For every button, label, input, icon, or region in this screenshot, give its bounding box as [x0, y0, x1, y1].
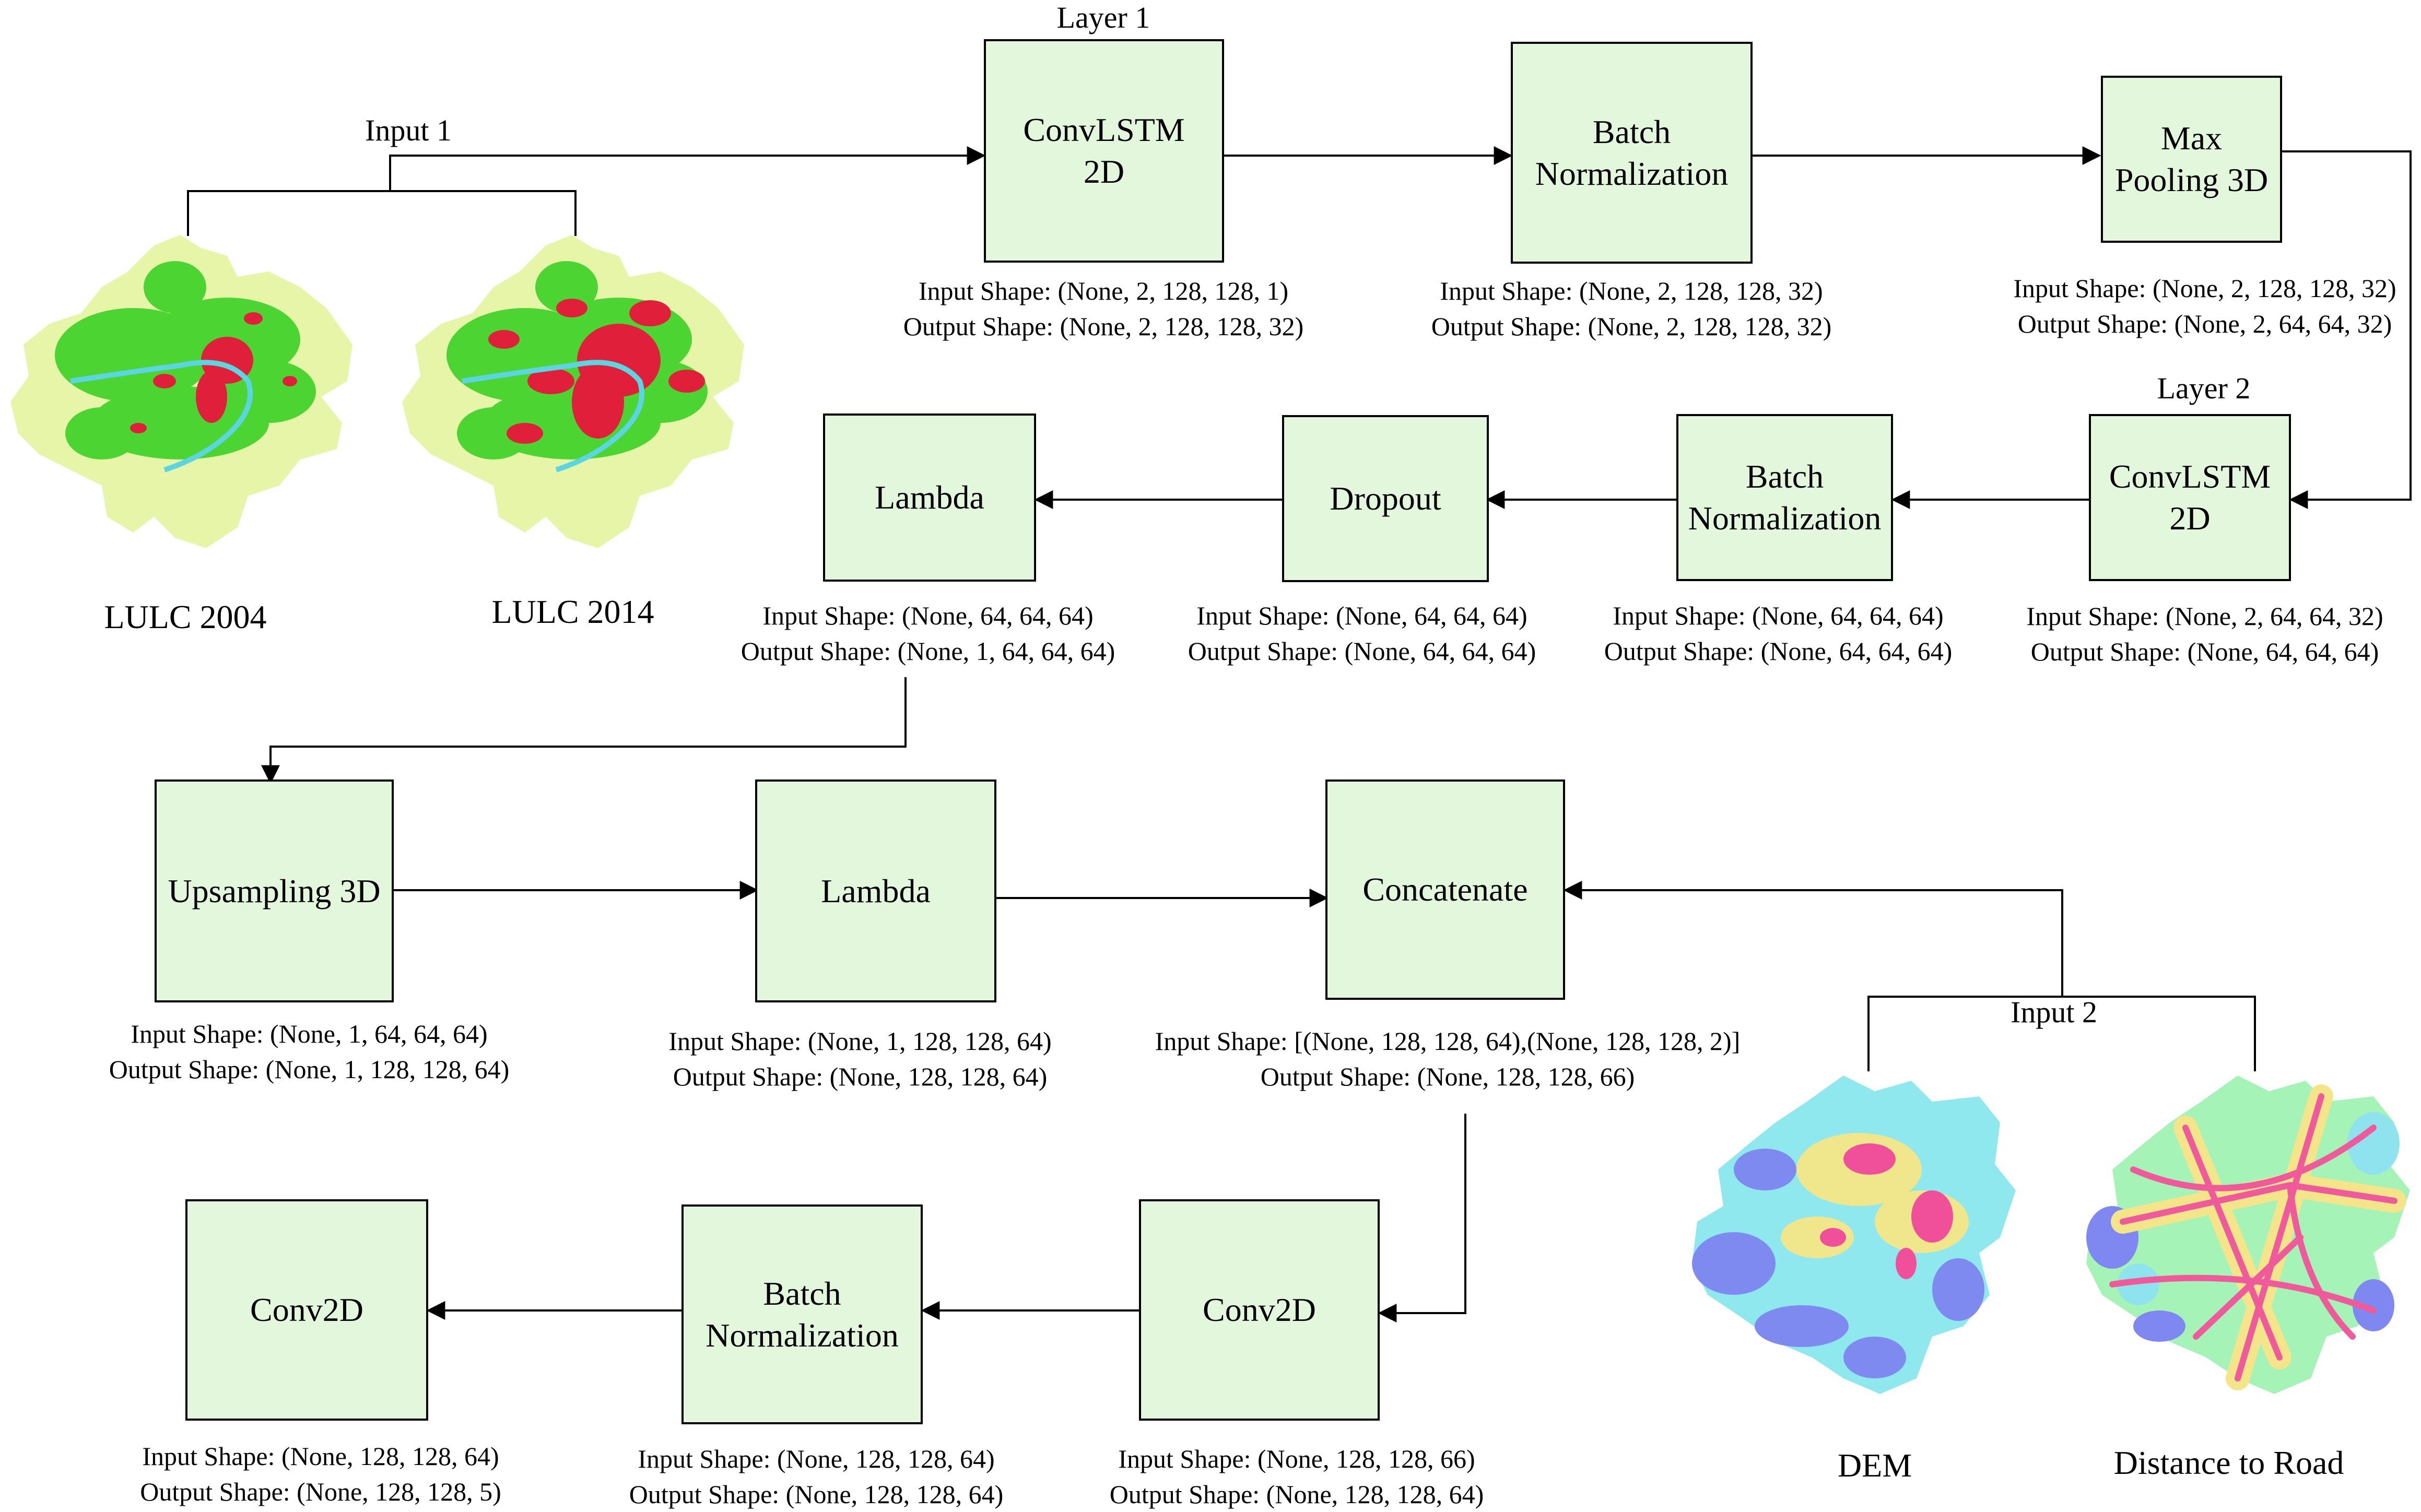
distance-to-road-caption: Distance to Road	[2113, 1444, 2344, 1481]
batchnorm-layer2-block: Batch Normalization	[1676, 414, 1893, 581]
edge-concat-conv2d1	[1378, 1114, 1466, 1322]
batchnorm-layer4-block: Batch Normalization	[681, 1204, 923, 1424]
shape-annotation-convlstm2: Input Shape: (None, 2, 64, 64, 32) Output…	[2026, 601, 2383, 666]
convlstm-layer2-block: ConvLSTM 2D	[2089, 414, 2291, 581]
shape-annotation-bn2: Input Shape: (None, 64, 64, 64) Output Sh…	[1604, 601, 1953, 666]
shape-annotation-lambda2: Input Shape: (None, 1, 128, 128, 64) Outp…	[668, 1026, 1052, 1091]
lulc-2014-caption: LULC 2014	[491, 593, 654, 630]
shape-annotation-convlstm1: Input Shape: (None, 2, 128, 128, 1) Outpu…	[903, 276, 1304, 341]
dem-map	[1692, 1076, 2016, 1394]
shape-annotation-bn1: Input Shape: (None, 2, 128, 128, 32) Outp…	[1431, 276, 1832, 341]
upsampling3d-block: Upsampling 3D	[155, 779, 394, 1002]
shape-annotation-upsampling: Input Shape: (None, 1, 64, 64, 64) Output…	[109, 1019, 510, 1084]
edge-input1-convlstm1	[389, 146, 986, 191]
distance-to-road-map	[2086, 1076, 2410, 1394]
conv2d-block-2: Conv2D	[185, 1199, 428, 1421]
shape-annotation-conv2d2: Input Shape: (None, 128, 128, 64) Output …	[140, 1442, 501, 1506]
edge-maxpool-convlstm2	[2282, 150, 2412, 509]
edge-lambda1-upsampling	[261, 677, 907, 784]
lulc-2004-map	[10, 235, 352, 548]
input1-label: Input 1	[365, 113, 452, 147]
lambda-block-2: Lambda	[755, 779, 996, 1002]
lulc-2014-map	[402, 235, 744, 548]
shape-annotation-conv2d1: Input Shape: (None, 128, 128, 66) Output …	[1109, 1444, 1484, 1509]
input1-bracket	[187, 190, 577, 236]
dem-caption: DEM	[1837, 1447, 1912, 1484]
layer2-label: Layer 2	[2157, 371, 2251, 405]
shape-annotation-concat: Input Shape: [(None, 128, 128, 64),(None…	[1155, 1026, 1741, 1091]
edge-input2-concat	[1563, 881, 2063, 997]
input2-label: Input 2	[2011, 995, 2097, 1029]
lulc-2004-caption: LULC 2004	[104, 598, 267, 635]
batchnorm-layer1-block: Batch Normalization	[1511, 42, 1753, 264]
shape-annotation-maxpool: Input Shape: (None, 2, 128, 128, 32) Outp…	[2013, 274, 2396, 338]
concatenate-block: Concatenate	[1325, 779, 1565, 1000]
shape-annotation-dropout: Input Shape: (None, 64, 64, 64) Output Sh…	[1188, 601, 1536, 666]
convlstm-layer1-block: ConvLSTM 2D	[984, 39, 1224, 263]
shape-annotation-bn3: Input Shape: (None, 128, 128, 64) Output …	[629, 1444, 1004, 1509]
lambda-block-1: Lambda	[823, 414, 1036, 582]
layer1-label: Layer 1	[1056, 1, 1150, 34]
maxpooling3d-block: Max Pooling 3D	[2101, 76, 2282, 243]
shape-annotation-lambda1: Input Shape: (None, 64, 64, 64) Output Sh…	[741, 601, 1115, 666]
conv2d-block-1: Conv2D	[1139, 1199, 1380, 1421]
dropout-block: Dropout	[1282, 415, 1489, 582]
